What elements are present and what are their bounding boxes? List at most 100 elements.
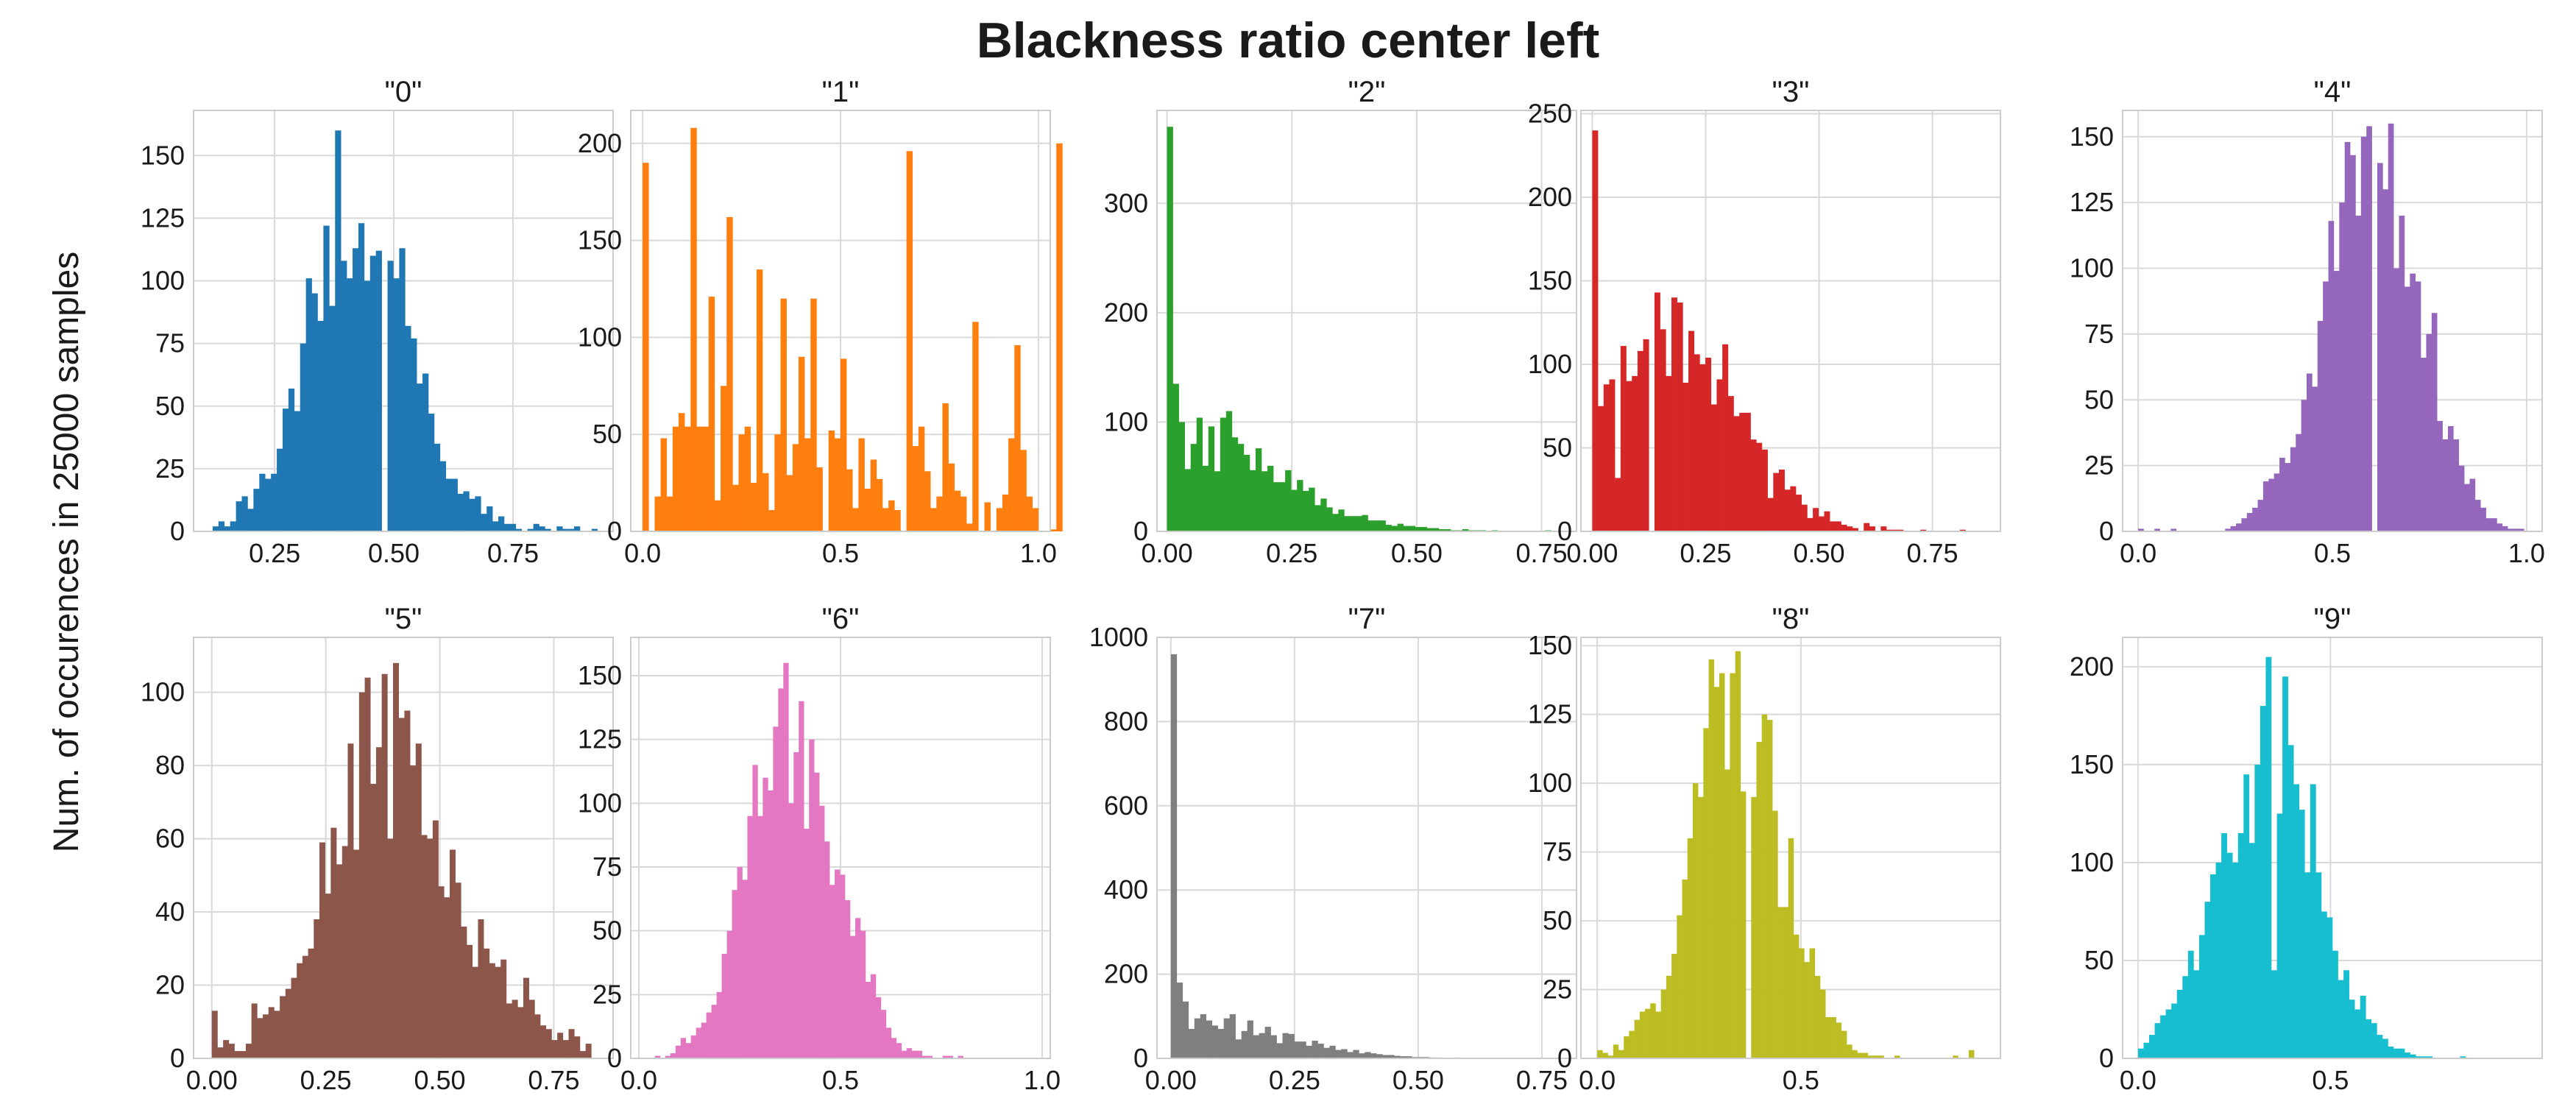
histogram-bar (1462, 529, 1469, 531)
histogram-bar (1303, 491, 1309, 531)
x-tick-label: 0.5 (822, 1065, 859, 1095)
histogram-bar (911, 1050, 918, 1058)
histogram-bar (2366, 1019, 2372, 1058)
histogram-bar (2344, 141, 2351, 531)
histogram-bar (1864, 523, 1870, 531)
y-tick-label: 100 (578, 788, 622, 818)
histogram-bar (1751, 796, 1757, 1058)
histogram-bar (1722, 344, 1729, 531)
histogram-bar (2310, 784, 2316, 1058)
x-tick-label: 1.0 (1024, 1065, 1061, 1095)
histogram-bar (1645, 1008, 1651, 1058)
histogram-bar (515, 528, 523, 531)
histogram-bar (1247, 1020, 1253, 1058)
histogram-bar (1332, 514, 1339, 531)
histogram-bar (486, 506, 493, 531)
histogram-bar (1733, 416, 1740, 531)
histogram-bar (2301, 400, 2307, 531)
histogram-bar (793, 752, 799, 1058)
histogram-bar (1317, 1043, 1324, 1058)
histogram-bar (579, 1051, 586, 1058)
histogram-bar (398, 718, 405, 1058)
histogram-bar (1615, 478, 1621, 531)
y-tick-label: 150 (141, 140, 185, 170)
histogram-bar (954, 490, 961, 531)
histogram-bar (2260, 706, 2266, 1058)
histogram-bar (714, 500, 721, 531)
histogram-bar (1356, 516, 1362, 531)
histogram-bar (1415, 527, 1422, 531)
histogram-bar (1959, 529, 1966, 531)
histogram-bar (449, 849, 456, 1058)
histogram-bar (353, 248, 359, 531)
histogram-bar (1326, 507, 1333, 531)
histogram-bar (2171, 1003, 2178, 1058)
histogram-bar (257, 1018, 263, 1058)
x-tick-label: 0.50 (1793, 538, 1844, 568)
histogram-bar (1279, 482, 1286, 531)
histogram-bar (2241, 518, 2248, 532)
histogram-bar (2254, 764, 2261, 1058)
histogram-bar (1347, 1052, 1354, 1058)
histogram-bar (2458, 465, 2465, 532)
y-tick-label: 100 (141, 677, 185, 707)
histogram-bar (1235, 1039, 1242, 1058)
histogram-bar (1713, 687, 1720, 1058)
histogram-bar (492, 521, 499, 531)
y-tick-label: 75 (155, 328, 185, 358)
y-tick-label: 25 (592, 979, 622, 1009)
histogram-bar (1793, 934, 1800, 1058)
histogram-bar (439, 461, 447, 531)
x-tick-label: 0.75 (1516, 1065, 1568, 1095)
histogram-bar (906, 151, 913, 532)
histogram-bar (1367, 520, 1374, 531)
histogram-bar (472, 966, 478, 1058)
histogram-panel-9: 0 50 100 150 200 0.0 0.5 "9" (2070, 603, 2543, 1095)
histogram-bar (1409, 526, 1416, 531)
histogram-bar (421, 835, 428, 1058)
histogram-bar (2290, 447, 2296, 531)
histogram-bar (1878, 1055, 1884, 1058)
histogram-bar (228, 1044, 235, 1058)
histogram-bar (484, 948, 490, 1058)
histogram-bar (660, 438, 668, 531)
histogram-bar (840, 358, 847, 531)
histogram-bar (1835, 521, 1841, 531)
histogram-bar (1703, 728, 1709, 1058)
histogram-bar (1637, 350, 1643, 531)
histogram-bar (405, 325, 411, 531)
histogram-bar (1698, 796, 1704, 1058)
histogram-bar (1766, 720, 1773, 1058)
histogram-bar (1597, 1050, 1603, 1058)
histogram-bar (1694, 354, 1700, 531)
histogram-bar (1314, 505, 1321, 531)
histogram-bar (353, 849, 360, 1058)
histogram-bar (852, 508, 859, 531)
histogram-bar (539, 526, 545, 531)
histogram-bar (1841, 524, 1847, 531)
histogram-bar (1170, 654, 1178, 1058)
x-tick-label: 0.00 (1145, 1065, 1197, 1095)
y-tick-label: 100 (1528, 349, 1572, 379)
histogram-bar (1602, 1052, 1608, 1058)
histogram-bar (1312, 1040, 1318, 1058)
x-tick-label: 0.5 (2314, 538, 2351, 568)
histogram-bar (942, 403, 949, 531)
histogram-bar (503, 523, 511, 531)
histogram-bar (768, 510, 775, 531)
axes-frame (1580, 110, 2001, 532)
axes-frame (630, 110, 1051, 532)
histogram-bar (2416, 1056, 2422, 1058)
x-tick-label: 0.75 (487, 538, 539, 568)
histogram-bar (773, 726, 779, 1058)
histogram-bar (1178, 422, 1185, 531)
histogram-bar (1824, 511, 1830, 531)
histogram-bar (756, 269, 763, 531)
histogram-bar (1609, 379, 1616, 531)
histogram-bar (2271, 970, 2277, 1058)
panel-title: "3" (1772, 76, 1810, 108)
histogram-bar (2193, 970, 2200, 1058)
histogram-bar (1217, 1028, 1224, 1058)
histogram-bar (1886, 529, 1892, 531)
y-tick-label: 50 (592, 419, 622, 449)
